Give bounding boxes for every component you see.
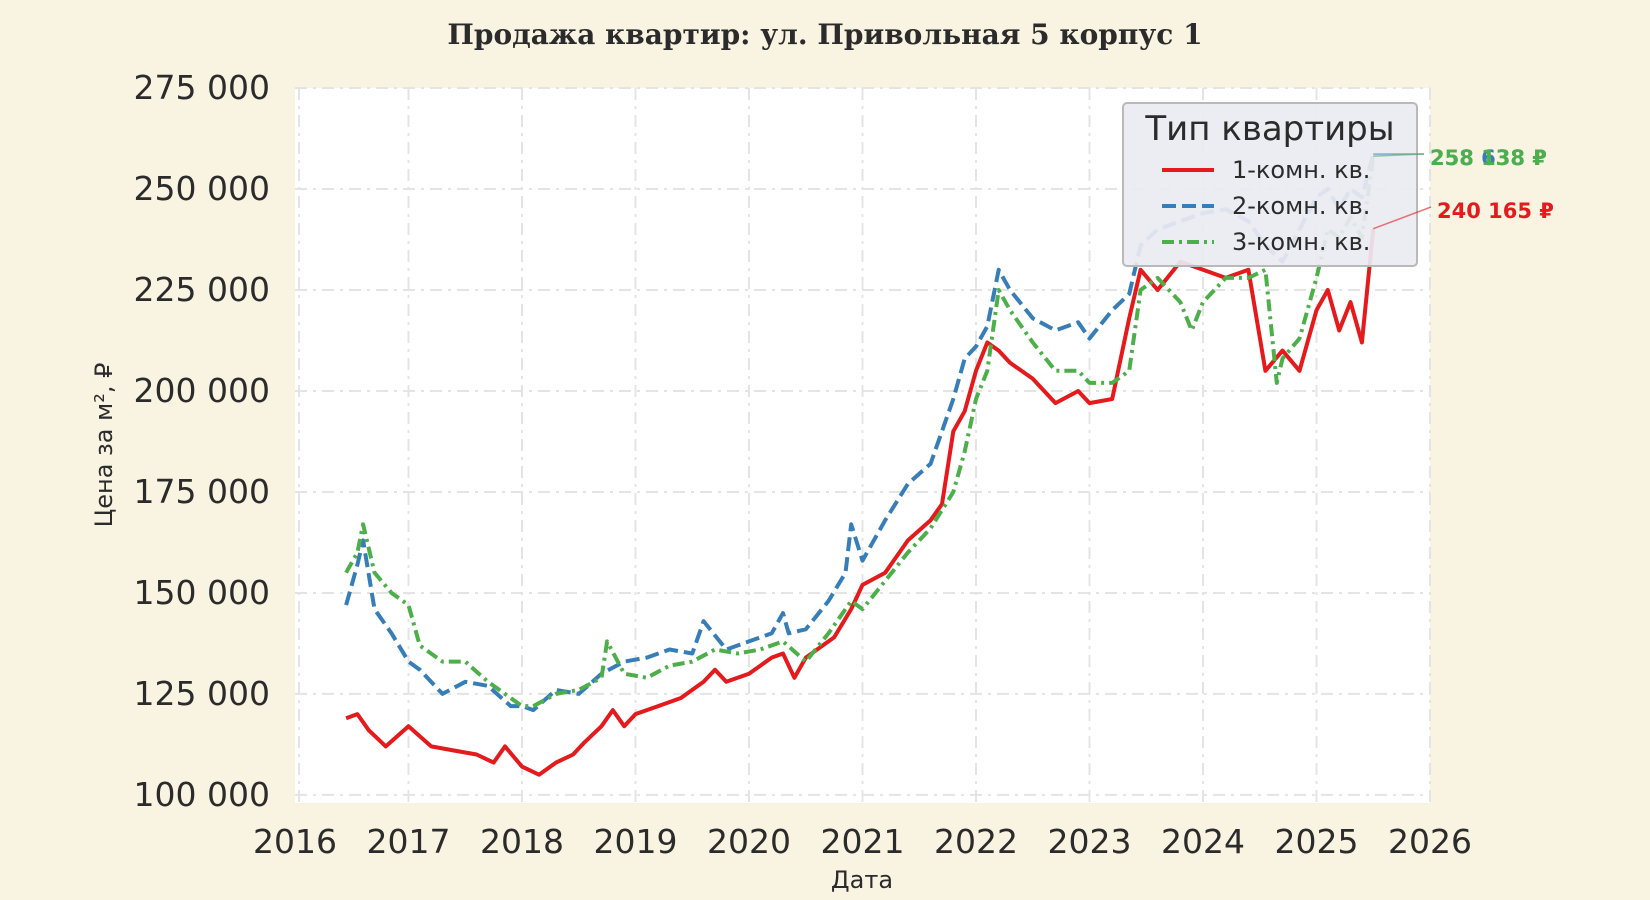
x-tick-label: 2022 — [934, 822, 1018, 861]
y-tick-label: 175 000 — [134, 472, 270, 511]
legend-label: 1-комн. кв. — [1232, 156, 1370, 184]
legend-label: 3-комн. кв. — [1232, 228, 1370, 256]
y-axis-label: Цена за м², ₽ — [90, 363, 118, 528]
y-tick-label: 125 000 — [134, 674, 270, 713]
x-axis-ticks: 2016 2017 2018 2019 2020 2021 2022 2023 2024 2025… — [253, 822, 1472, 861]
x-tick-label: 2019 — [594, 822, 678, 861]
legend-title: Тип квартиры — [1144, 109, 1394, 149]
x-tick-label: 2023 — [1048, 822, 1132, 861]
y-tick-label: 250 000 — [134, 169, 270, 208]
y-axis-ticks: 100 000 125 000 150 000 175 000 200 000 225 0… — [134, 68, 270, 814]
x-tick-label: 2018 — [480, 822, 564, 861]
x-tick-label: 2021 — [821, 822, 905, 861]
x-tick-label: 2020 — [707, 822, 791, 861]
y-tick-label: 100 000 — [134, 775, 270, 814]
x-tick-label: 2025 — [1275, 822, 1359, 861]
x-tick-label: 2017 — [367, 822, 451, 861]
end-label: 258 638 ₽ — [1430, 146, 1547, 170]
end-label: 240 165 ₽ — [1437, 199, 1554, 223]
x-axis-label: Дата — [831, 866, 893, 894]
legend: Тип квартиры 1-комн. кв. 2-комн. кв. 3-ком… — [1122, 102, 1418, 267]
y-tick-label: 150 000 — [134, 573, 270, 612]
legend-entries: 1-комн. кв. 2-комн. кв. 3-комн. кв. — [1162, 156, 1370, 256]
series-line-3 — [344, 155, 1376, 709]
end-label-connector — [1372, 206, 1432, 230]
y-tick-label: 200 000 — [134, 371, 270, 410]
end-label: 258 138 ₽ — [1430, 146, 1547, 170]
chart-title: Продажа квартир: ул. Привольная 5 корпус… — [447, 18, 1202, 51]
legend-box — [1122, 102, 1418, 267]
y-tick-label: 225 000 — [134, 270, 270, 309]
series-line-1 — [345, 228, 1376, 777]
x-tick-label: 2024 — [1161, 822, 1245, 861]
legend-label: 2-комн. кв. — [1232, 192, 1370, 220]
y-tick-label: 275 000 — [134, 68, 270, 107]
x-tick-label: 2026 — [1388, 822, 1472, 861]
end-label-connector — [1373, 153, 1425, 157]
end-labels: 240 165 ₽ 258 638 ₽258 138 ₽ — [1372, 146, 1554, 230]
x-tick-label: 2016 — [253, 822, 337, 861]
